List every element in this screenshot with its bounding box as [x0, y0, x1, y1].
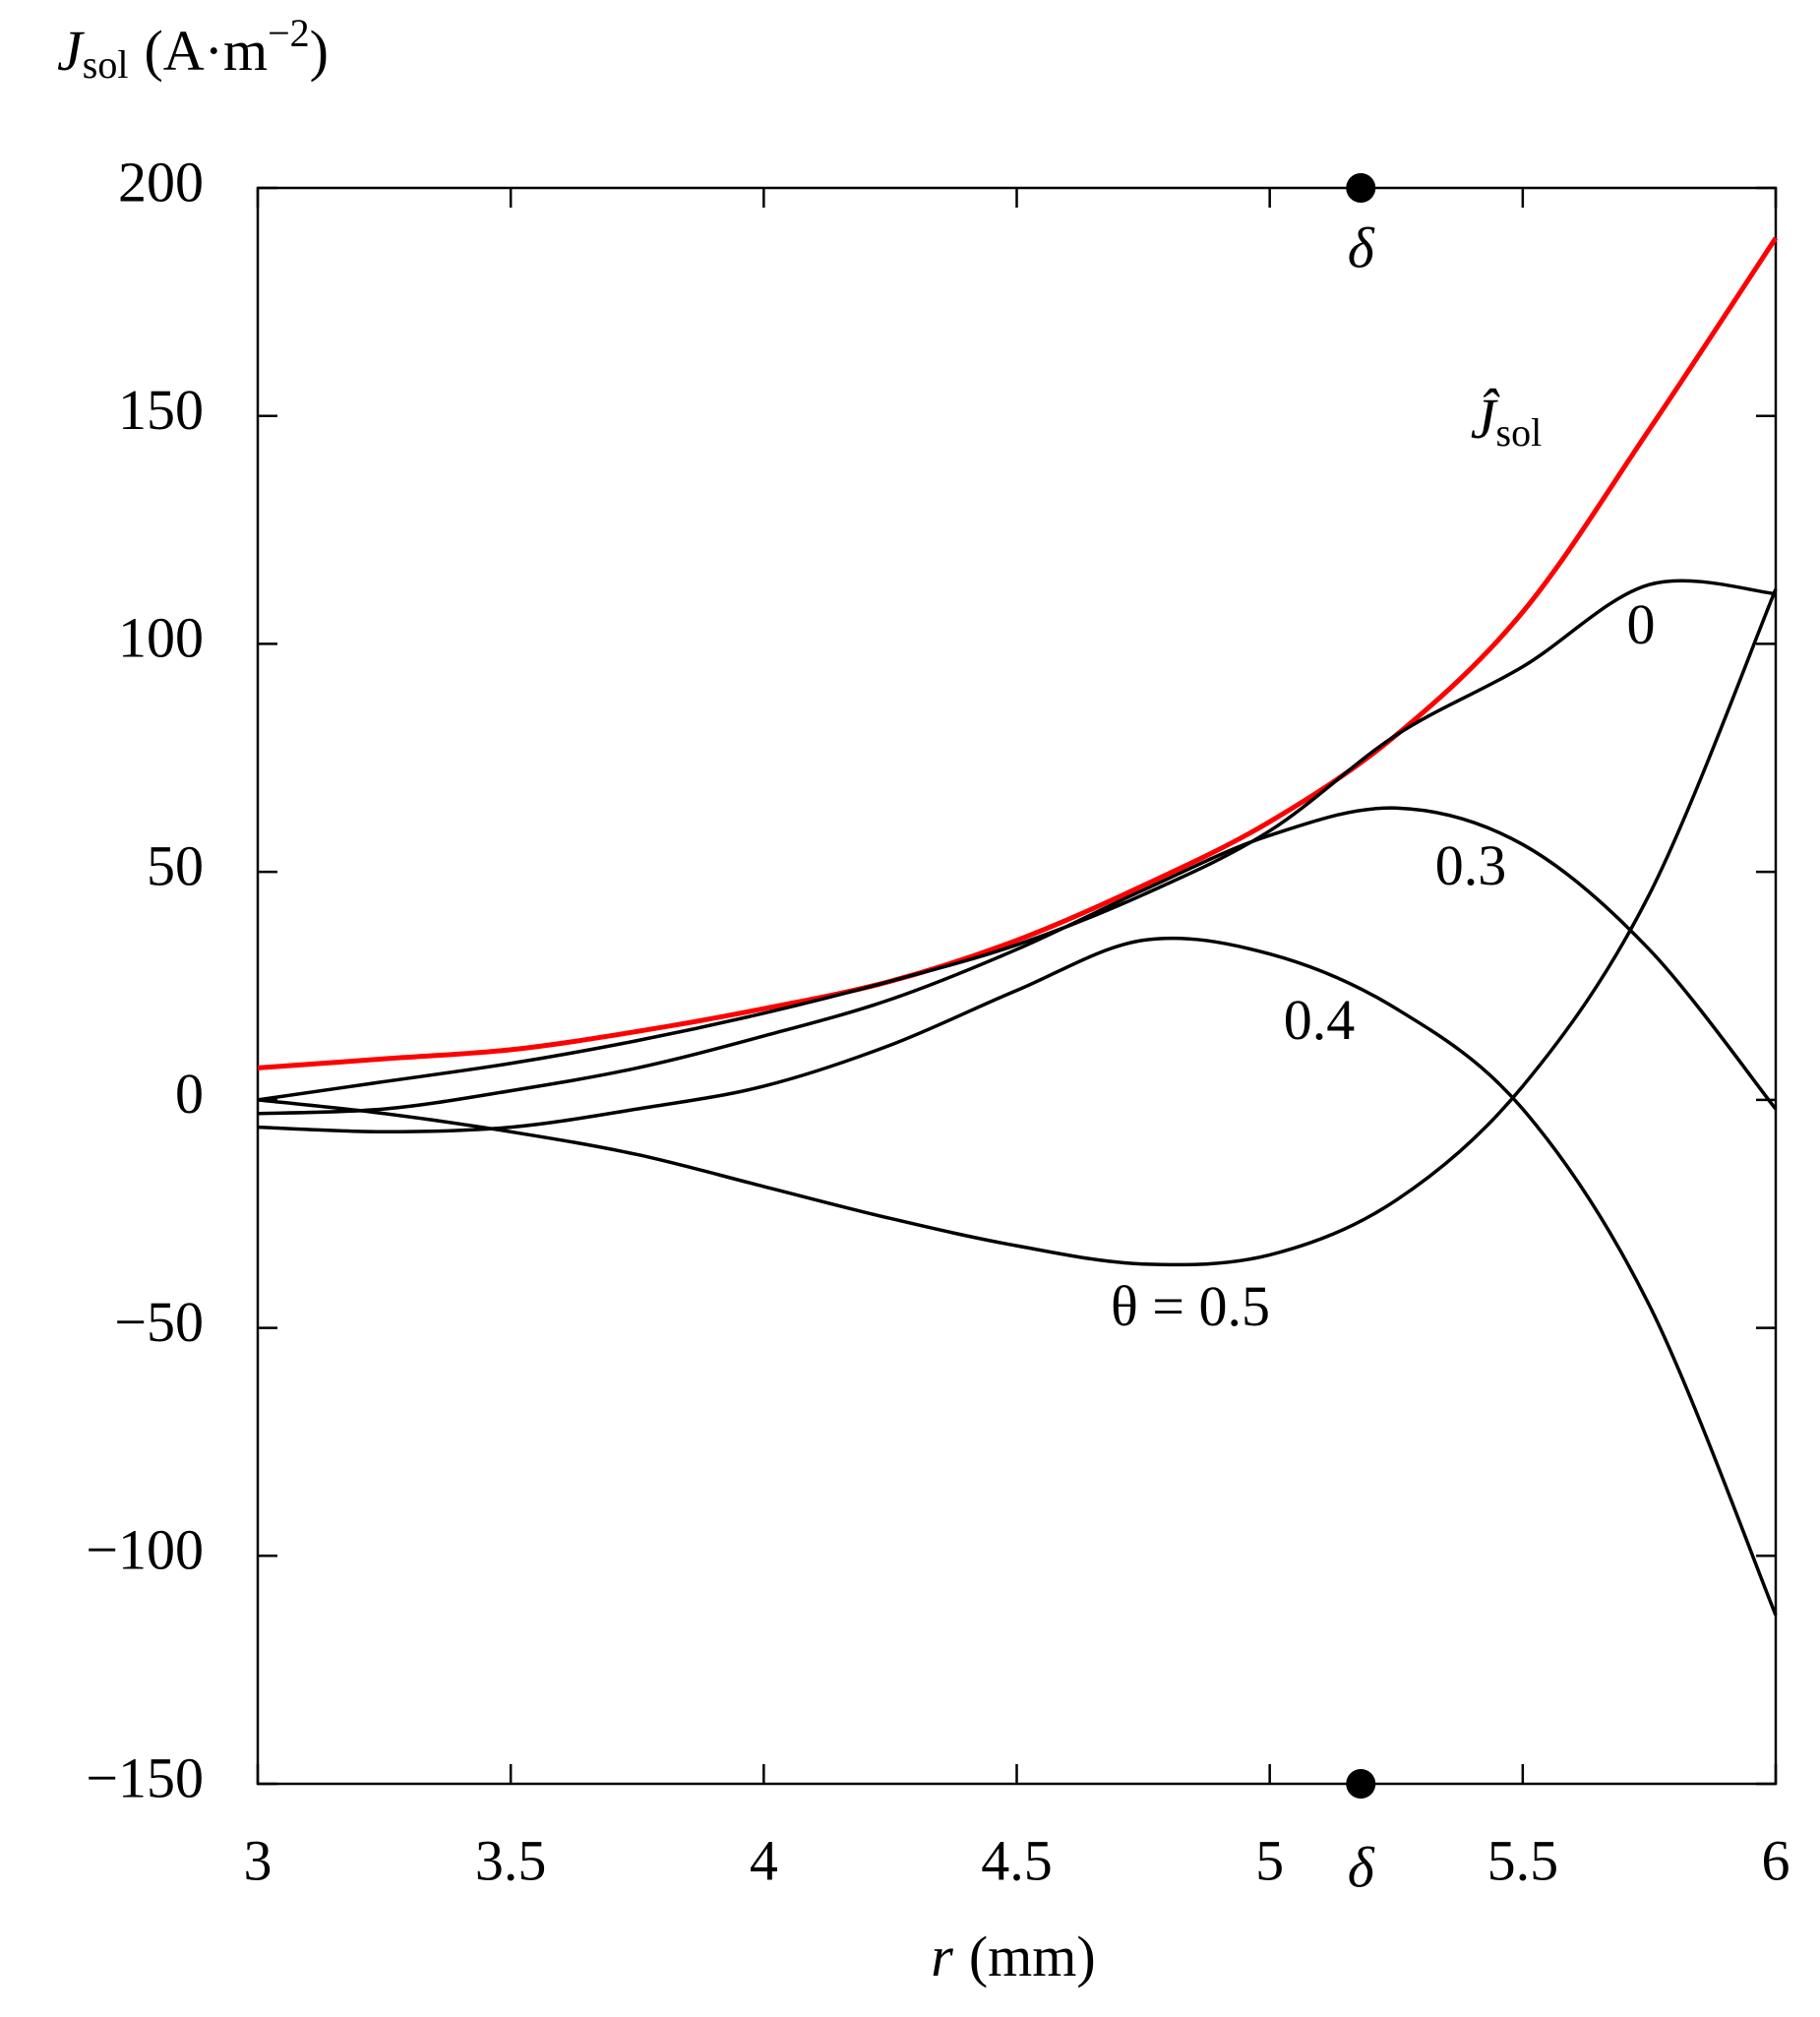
series-label: 0 [1627, 592, 1656, 656]
series-line [257, 936, 1778, 1617]
y-tick-label: 100 [118, 606, 204, 670]
y-tick-label: 150 [118, 378, 204, 442]
marker-dot [1346, 173, 1376, 203]
series-label-name: Ĵ [1471, 387, 1500, 451]
x-label-unit: (mm) [969, 1925, 1096, 1988]
x-label-symbol: r [931, 1925, 953, 1988]
x-tick-label: 4 [750, 1828, 778, 1892]
y-label-sup: −2 [268, 11, 310, 55]
x-axis-label: r (mm) [931, 1925, 1095, 1988]
plot-frame [256, 186, 1778, 1786]
x-tick-label: 6 [1762, 1828, 1790, 1892]
series-label-name: θ = 0.5 [1111, 1274, 1270, 1338]
marker-label: δ [1348, 215, 1375, 279]
marker-dot [1346, 1769, 1376, 1799]
y-label-symbol: J [57, 19, 86, 83]
x-tick-label: 3.5 [475, 1828, 547, 1892]
series-line [257, 806, 1778, 1116]
x-tick-label: 5.5 [1487, 1828, 1559, 1892]
series-line [257, 588, 1778, 1267]
series-label: θ = 0.5 [1111, 1274, 1270, 1338]
series-label-sub: sol [1496, 410, 1543, 455]
y-tick-label: −50 [114, 1290, 204, 1354]
y-tick-label: 50 [147, 833, 204, 897]
series-line [257, 579, 1777, 1102]
y-tick-label: −150 [86, 1745, 204, 1809]
y-axis-label: Jsol (A·m−2) [57, 11, 329, 87]
x-tick-label: 4.5 [981, 1828, 1053, 1892]
y-tick-label: 0 [175, 1062, 204, 1126]
series-line [257, 236, 1779, 1070]
y-tick-label: −100 [86, 1518, 204, 1582]
y-tick-label: 200 [118, 150, 204, 214]
y-label-sub: sol [83, 42, 129, 87]
series-label-name: 0.4 [1284, 988, 1356, 1052]
series-label-name: 0.3 [1435, 833, 1507, 897]
series-label: 0.3 [1435, 833, 1507, 897]
series-label: Ĵsol [1471, 387, 1542, 455]
series-label-name: 0 [1627, 592, 1656, 656]
x-tick-label: 5 [1255, 1828, 1284, 1892]
series-label: 0.4 [1284, 988, 1356, 1052]
x-tick-label: 3 [244, 1828, 273, 1892]
y-label-close: ) [310, 19, 329, 83]
marker-label: δ [1348, 1835, 1375, 1899]
y-label-unit: (A·m [144, 19, 268, 83]
